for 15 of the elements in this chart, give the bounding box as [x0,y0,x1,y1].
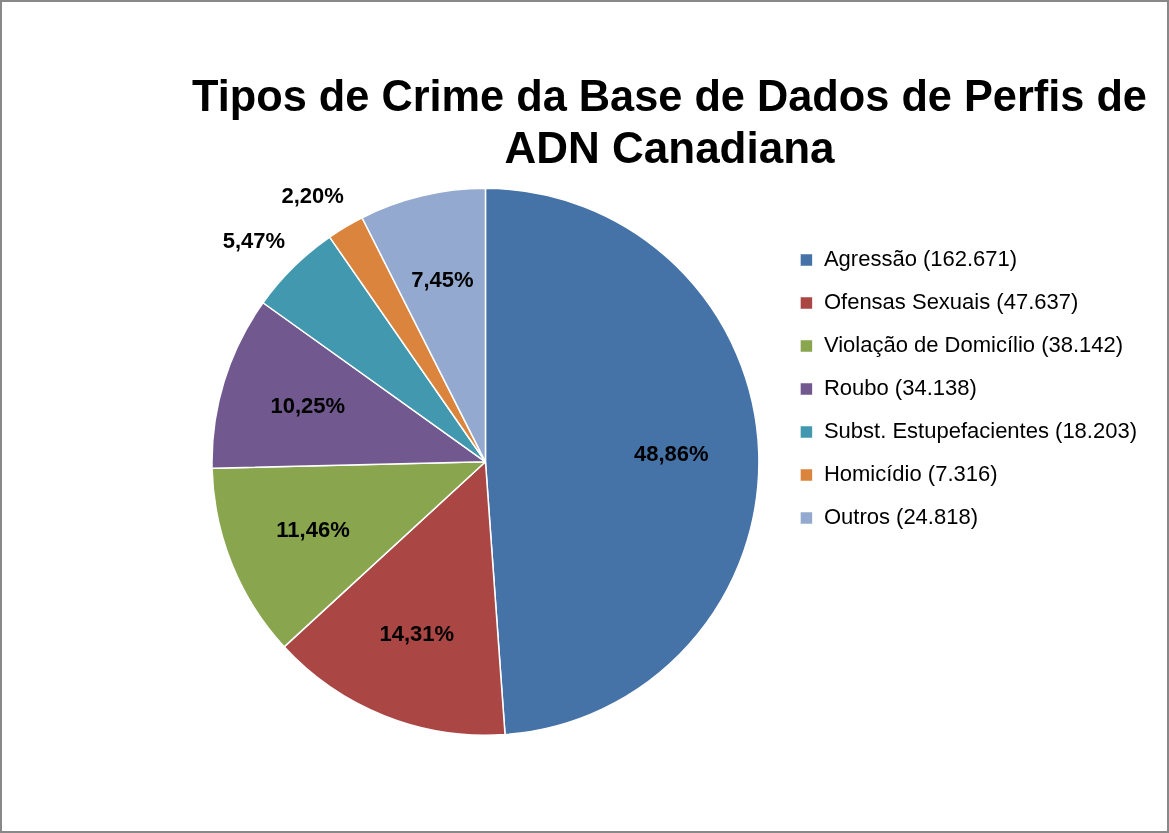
data-label: 10,25% [270,393,346,419]
data-label: 48,86% [633,441,709,467]
legend-label: Violação de Domicílio (38.142) [823,332,1124,358]
legend-label: Outros (24.818) [823,504,978,530]
legend-label: Homicídio (7.316) [823,461,998,487]
legend-label: Subst. Estupefacientes (18.203) [823,418,1138,444]
data-label: 11,46% [276,517,350,543]
legend-label: Roubo (34.138) [823,375,977,401]
data-label: 7,45% [411,266,474,292]
data-label: 5,47% [222,228,286,254]
legend-label: Agressão (162.671) [823,246,1018,272]
data-label: 2,20% [281,182,344,208]
chart-title: Tipos de Crime da Base de Dados de Perfis de ADN Canadiana [192,70,1147,173]
legend-label: Ofensas Sexuais (47.637) [823,289,1079,315]
data-label: 14,31% [379,620,455,646]
